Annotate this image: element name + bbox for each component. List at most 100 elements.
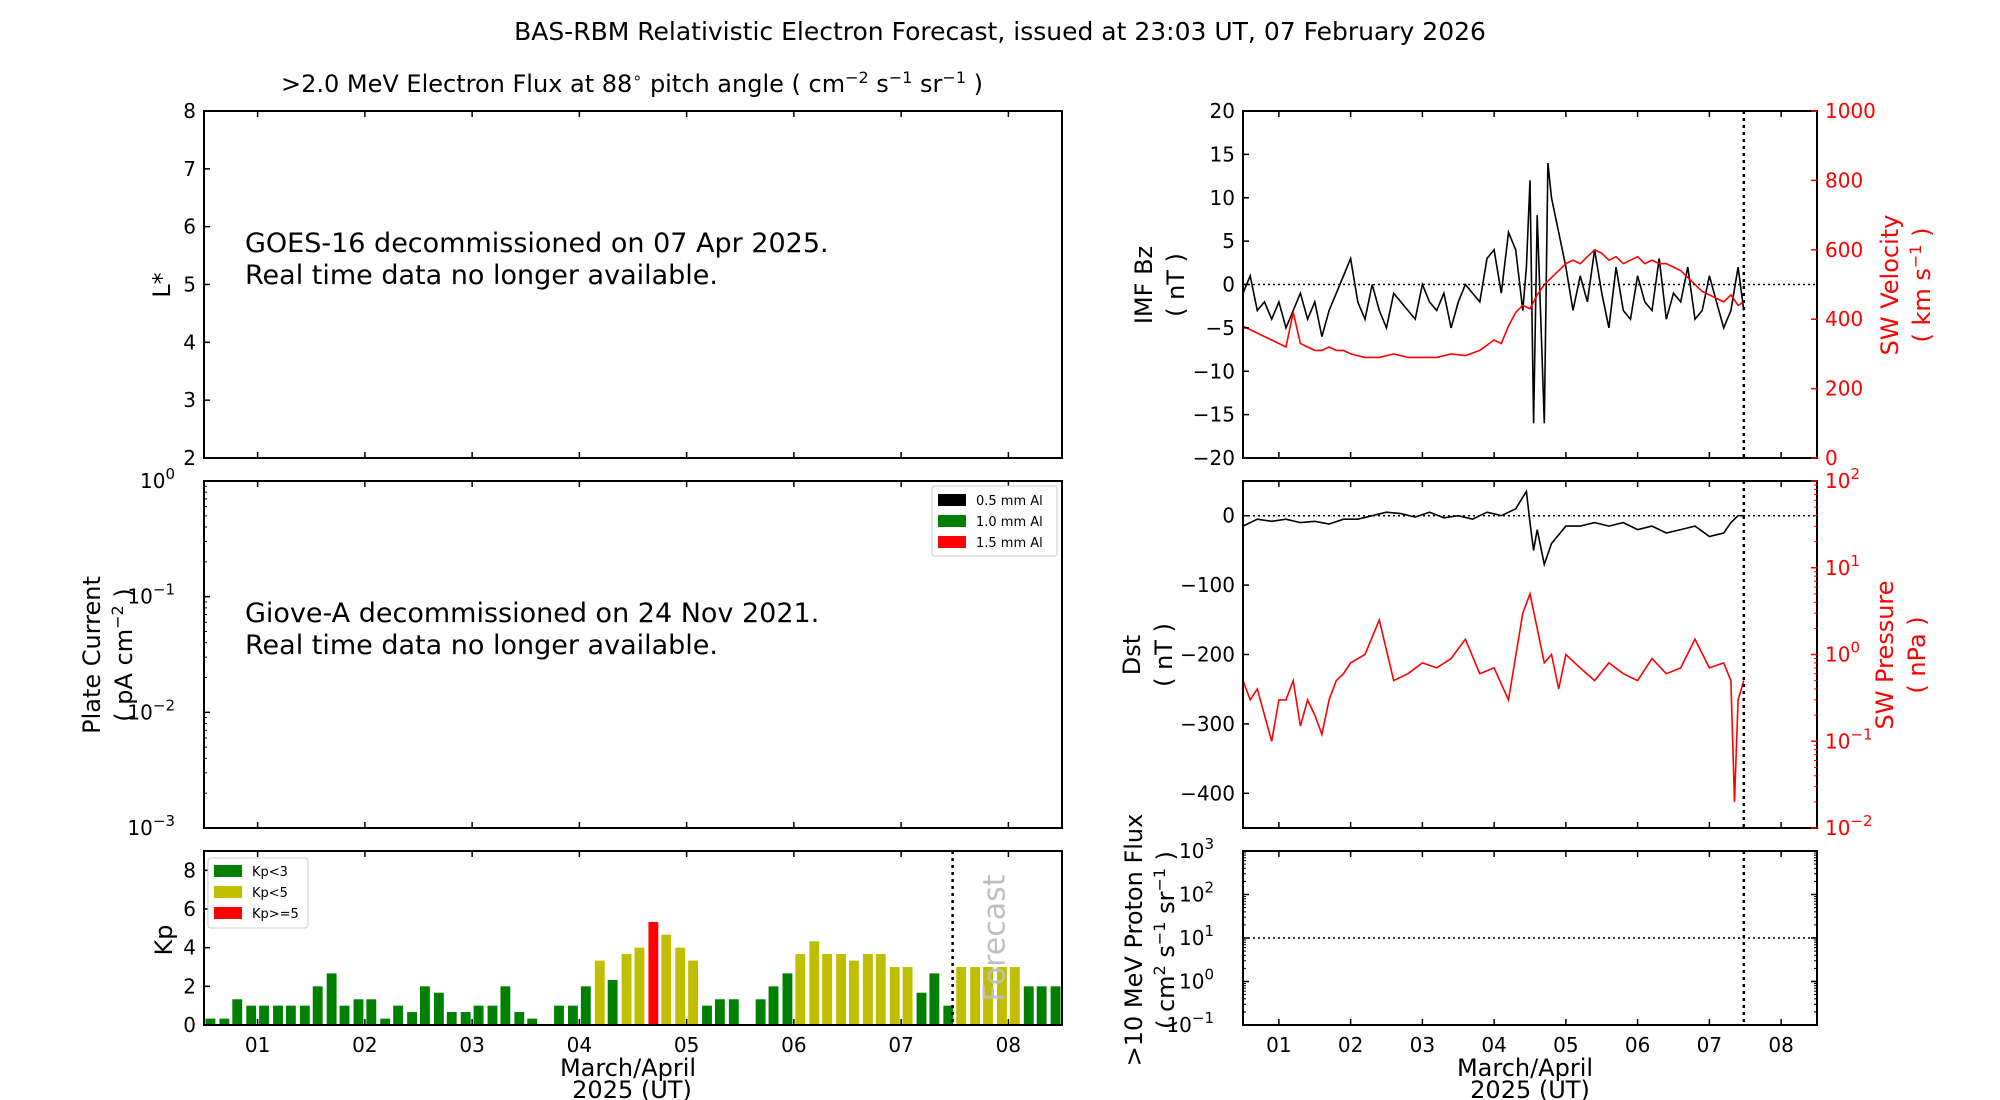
proton-x-label: March/April bbox=[1457, 1054, 1593, 1082]
sw-pressure-y-label-units: ( nPa ) bbox=[1903, 616, 1931, 693]
kp-legend-swatch-0 bbox=[214, 865, 242, 877]
kp-x-tick-label-8: 08 bbox=[996, 1033, 1021, 1057]
kp-bar bbox=[875, 954, 886, 1025]
sw-pressure-y-tick-label-1: 10−1 bbox=[1825, 725, 1873, 753]
kp-bar bbox=[621, 954, 632, 1025]
proton-x-tick-label-6: 06 bbox=[1625, 1033, 1650, 1057]
kp-plot-area bbox=[203, 850, 1063, 1026]
kp-y-tick-label-3: 6 bbox=[183, 897, 196, 921]
kp-bar bbox=[1036, 986, 1047, 1025]
kp-x-tick-label-1: 01 bbox=[245, 1033, 270, 1057]
proton-x-tick-label-2: 02 bbox=[1338, 1033, 1363, 1057]
kp-bar bbox=[246, 1005, 257, 1025]
kp-bar bbox=[768, 986, 779, 1025]
kp-y-tick-label-1: 2 bbox=[183, 974, 196, 998]
kp-bar bbox=[353, 999, 364, 1025]
kp-bar bbox=[407, 1012, 417, 1025]
kp-bar bbox=[714, 999, 725, 1025]
imf-bz-y-tick-label-8: 20 bbox=[1210, 99, 1235, 123]
dst-plot-area bbox=[1242, 480, 1818, 829]
plate-current-legend-swatch-2 bbox=[938, 536, 966, 548]
sw-pressure-y-ticks: 10−2 10−1 100 101 102 bbox=[1811, 465, 1873, 840]
plate-current-legend-swatch-0 bbox=[938, 494, 966, 506]
kp-legend-swatch-1 bbox=[214, 886, 242, 898]
kp-bar bbox=[366, 999, 377, 1025]
sw-velocity-y-ticks: 0 200 400 600 800 1000 bbox=[1811, 99, 1876, 470]
kp-bar bbox=[997, 967, 1007, 1025]
plate-current-legend: 0.5 mm Al 1.0 mm Al 1.5 mm Al bbox=[931, 485, 1058, 557]
kp-bar bbox=[339, 1005, 350, 1025]
sw-pressure-y-label: SW Pressure bbox=[1871, 580, 1899, 729]
electron-flux-title: >2.0 MeV Electron Flux at 88∘ pitch angl… bbox=[281, 68, 983, 98]
plate-current-legend-label-2: 1.5 mm Al bbox=[976, 536, 1043, 551]
kp-bar bbox=[219, 1018, 230, 1025]
kp-bar bbox=[580, 986, 591, 1025]
kp-bar bbox=[285, 1005, 296, 1025]
proton-y-label-units: ( cm2 s−1 sr−1 ) bbox=[1150, 851, 1180, 1029]
sw-velocity-y-tick-label-4: 800 bbox=[1825, 168, 1863, 192]
kp-bar bbox=[1050, 986, 1061, 1025]
imf-bz-y-label: IMF Bz bbox=[1130, 246, 1158, 324]
kp-bars bbox=[205, 921, 1061, 1025]
kp-bar bbox=[312, 986, 323, 1025]
imf-bz-y-tick-label-1: −15 bbox=[1193, 403, 1235, 427]
kp-bar bbox=[527, 1018, 538, 1025]
kp-bar bbox=[594, 960, 605, 1025]
kp-bar bbox=[648, 921, 659, 1025]
electron-flux-y-tick-label-3: 5 bbox=[183, 273, 196, 297]
proton-y-tick-label-1: 100 bbox=[1179, 966, 1214, 994]
kp-bar bbox=[446, 1012, 457, 1025]
kp-bar bbox=[420, 986, 430, 1025]
sw-velocity-y-label: SW Velocity bbox=[1876, 215, 1904, 356]
kp-bar bbox=[675, 947, 686, 1025]
kp-bar bbox=[273, 1005, 283, 1025]
kp-legend-label-1: Kp<5 bbox=[252, 886, 288, 901]
electron-flux-message-line-1: GOES-16 decommissioned on 07 Apr 2025. bbox=[245, 228, 829, 259]
kp-bar bbox=[326, 973, 337, 1025]
proton-x-tick-label-7: 07 bbox=[1697, 1033, 1722, 1057]
kp-y-ticks: 0 2 4 6 8 bbox=[183, 858, 210, 1037]
plate-current-panel: 100 10−1 10−2 10−3 Plate Current ( pA cm−2 … bbox=[78, 465, 1063, 840]
proton-x-tick-label-8: 08 bbox=[1768, 1033, 1793, 1057]
kp-bar bbox=[822, 954, 833, 1025]
plate-current-x-ticks bbox=[256, 481, 1010, 828]
proton-x-label-year: 2025 (UT) bbox=[1470, 1076, 1590, 1100]
proton-x-tick-label-4: 04 bbox=[1481, 1033, 1506, 1057]
kp-bar bbox=[607, 979, 618, 1025]
proton-y-label: >10 MeV Proton Flux bbox=[1120, 814, 1148, 1067]
kp-bar bbox=[473, 1005, 484, 1025]
kp-legend-label-0: Kp<3 bbox=[252, 865, 288, 880]
plate-current-message-line-1: Giove-A decommissioned on 24 Nov 2021. bbox=[245, 598, 819, 629]
imf-bz-y-tick-label-0: −20 bbox=[1193, 446, 1235, 470]
kp-bar bbox=[299, 1005, 310, 1025]
proton-y-tick-label-3: 102 bbox=[1179, 879, 1214, 907]
kp-bar bbox=[983, 967, 993, 1025]
plate-current-y-tick-label-2: 10−2 bbox=[127, 696, 175, 724]
dst-y-tick-label-2: −200 bbox=[1180, 643, 1235, 667]
dst-y-label-units: ( nT ) bbox=[1150, 623, 1178, 687]
kp-x-label: March/April bbox=[560, 1054, 696, 1082]
sw-velocity-y-tick-label-2: 400 bbox=[1825, 307, 1863, 331]
plate-current-message-line-2: Real time data no longer available. bbox=[245, 630, 718, 661]
kp-bar bbox=[956, 967, 967, 1025]
electron-flux-y-tick-label-0: 2 bbox=[183, 446, 196, 470]
kp-bar bbox=[795, 954, 806, 1025]
kp-x-tick-label-7: 07 bbox=[888, 1033, 913, 1057]
sw-velocity-y-tick-label-3: 600 bbox=[1825, 238, 1863, 262]
plate-current-y-tick-label-3: 10−3 bbox=[127, 812, 175, 840]
proton-x-tick-label-3: 03 bbox=[1410, 1033, 1435, 1057]
proton-y-tick-label-2: 101 bbox=[1179, 922, 1214, 950]
dst-y-ticks: −400 −300 −200 −100 0 bbox=[1180, 504, 1249, 805]
dst-y-tick-label-1: −300 bbox=[1180, 712, 1235, 736]
kp-bar bbox=[755, 999, 766, 1025]
proton-y-tick-label-0: 10−1 bbox=[1166, 1009, 1214, 1037]
plate-current-legend-label-1: 1.0 mm Al bbox=[976, 515, 1043, 530]
electron-flux-panel: >2.0 MeV Electron Flux at 88∘ pitch angl… bbox=[148, 68, 1063, 470]
kp-bar bbox=[862, 954, 873, 1025]
kp-bar bbox=[728, 999, 739, 1025]
kp-x-tick-label-2: 02 bbox=[352, 1033, 377, 1057]
kp-bar bbox=[380, 1018, 391, 1025]
proton-x-ticks: 01 02 03 04 05 06 07 08 bbox=[1266, 851, 1794, 1057]
dst-y-tick-label-4: 0 bbox=[1222, 504, 1235, 528]
sw-velocity-y-label-units: ( km s−1 ) bbox=[1906, 228, 1936, 343]
